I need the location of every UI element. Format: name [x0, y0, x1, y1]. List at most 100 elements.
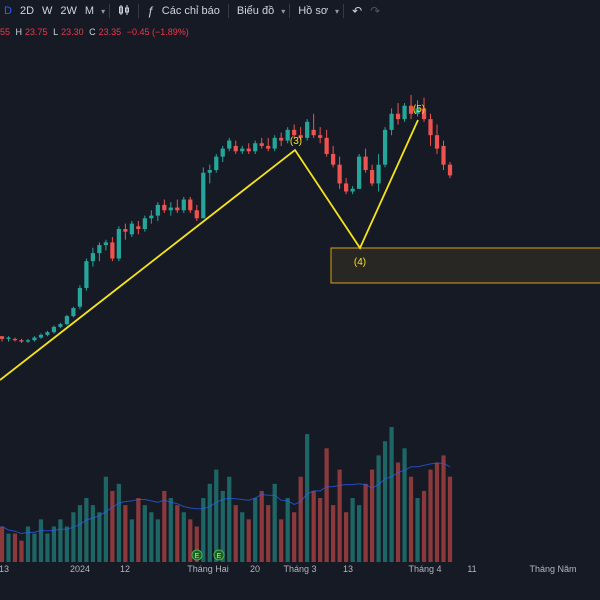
volume-bar: [162, 490, 167, 562]
ohlc-high-value: 23.75: [25, 27, 48, 37]
volume-bar: [227, 476, 232, 562]
volume-bar: [123, 505, 128, 562]
event-marker-1[interactable]: E: [191, 549, 203, 561]
wave-label-4: (4): [354, 257, 366, 268]
x-tick-label: Tháng Năm: [529, 564, 577, 574]
candles-icon[interactable]: [114, 4, 134, 19]
volume-bar: [233, 505, 238, 562]
candle-body: [344, 183, 349, 192]
volume-bar: [369, 469, 375, 562]
volume-bar: [12, 533, 18, 562]
volume-bar: [350, 498, 355, 562]
volume-bar: [51, 526, 57, 562]
candle-body: [356, 156, 362, 189]
volume-bar: [402, 448, 407, 562]
interval-2w[interactable]: 2W: [60, 5, 77, 17]
x-tick-label: Tháng 4: [408, 564, 442, 574]
ohlc-close-value: 23.35: [98, 27, 122, 37]
candle-body: [162, 204, 167, 211]
candle-body: [0, 336, 5, 339]
volume-bar: [110, 490, 115, 562]
candle-body: [19, 340, 24, 342]
x-tick-label: 11: [467, 564, 477, 574]
candle-body: [175, 207, 180, 211]
candle-body: [421, 108, 427, 120]
candle-body: [38, 334, 44, 338]
candle-body: [116, 229, 121, 259]
volume-bar: [305, 434, 310, 562]
indicators-button[interactable]: Các chỉ báo: [161, 5, 220, 17]
candle-body: [233, 145, 238, 152]
volume-bar: [311, 490, 316, 562]
volume-bar: [363, 483, 368, 562]
chart-type-button[interactable]: Biểu đồ: [236, 5, 275, 17]
candle-body: [142, 218, 147, 229]
ohlc-low-key: L: [53, 27, 59, 37]
volume-bar: [279, 519, 284, 562]
candle-body: [58, 324, 63, 327]
candle-body: [318, 135, 323, 138]
interval-d[interactable]: D: [4, 5, 12, 17]
ohlc-high-key: H: [15, 27, 23, 37]
undo-icon[interactable]: ↶: [352, 4, 363, 18]
volume-bar: [149, 512, 154, 562]
interval-2d[interactable]: 2D: [19, 5, 35, 17]
candle-body: [447, 164, 453, 176]
volume-bar: [428, 469, 433, 562]
volume-layer: [0, 427, 453, 562]
candle-body: [272, 137, 277, 149]
interval-m[interactable]: M: [84, 5, 95, 17]
wave-label-3: (3): [290, 136, 302, 147]
volume-bar: [207, 483, 212, 562]
candle-body: [168, 207, 173, 211]
candle-body: [376, 164, 381, 184]
volume-bar: [142, 505, 147, 562]
candle-body: [6, 337, 11, 339]
volume-bar: [259, 490, 264, 562]
candle-body: [220, 148, 225, 157]
volume-bar: [45, 533, 50, 562]
candle-body: [110, 242, 115, 259]
candle-body: [246, 148, 251, 152]
interval-w[interactable]: W: [42, 5, 53, 17]
fx-icon[interactable]: ƒ: [147, 4, 154, 18]
profile-chevron-down-icon[interactable]: ▾: [335, 6, 340, 16]
support-zone[interactable]: [330, 247, 600, 284]
candle-body: [337, 164, 342, 184]
interval-chevron-down-icon[interactable]: ▾: [101, 6, 106, 16]
candle-body: [415, 108, 420, 114]
volume-bar: [266, 505, 271, 562]
candle-body: [227, 140, 232, 149]
candle-body: [441, 145, 446, 165]
chart-type-chevron-down-icon[interactable]: ▾: [281, 6, 286, 16]
volume-ma-line: [1, 462, 451, 535]
candle-body: [266, 145, 271, 149]
volume-bar: [77, 505, 83, 562]
volume-bar: [298, 476, 303, 562]
candle-body: [240, 148, 245, 152]
candle-body: [279, 137, 284, 141]
x-tick-label: 13: [0, 564, 10, 574]
volume-bar: [285, 498, 290, 562]
volume-bar: [272, 483, 277, 562]
x-tick-label: 12: [119, 564, 131, 574]
elliott-wave-line[interactable]: [0, 119, 419, 381]
volume-bar: [447, 476, 453, 562]
candle-body: [181, 199, 186, 211]
volume-bar: [181, 512, 186, 562]
volume-bar: [201, 498, 206, 562]
volume-bar: [116, 483, 121, 562]
volume-bar: [97, 512, 102, 562]
volume-bar: [337, 469, 342, 562]
profile-button[interactable]: Hồ sơ: [298, 5, 329, 17]
volume-bar: [376, 455, 381, 562]
volume-bar: [0, 526, 5, 562]
volume-bar: [58, 519, 63, 562]
redo-icon[interactable]: ↷: [370, 4, 381, 18]
event-marker-2[interactable]: E: [213, 549, 225, 561]
volume-bar: [32, 533, 37, 562]
candle-body: [201, 172, 206, 219]
candle-body: [12, 338, 18, 341]
wave-label-5: (5): [413, 104, 425, 115]
